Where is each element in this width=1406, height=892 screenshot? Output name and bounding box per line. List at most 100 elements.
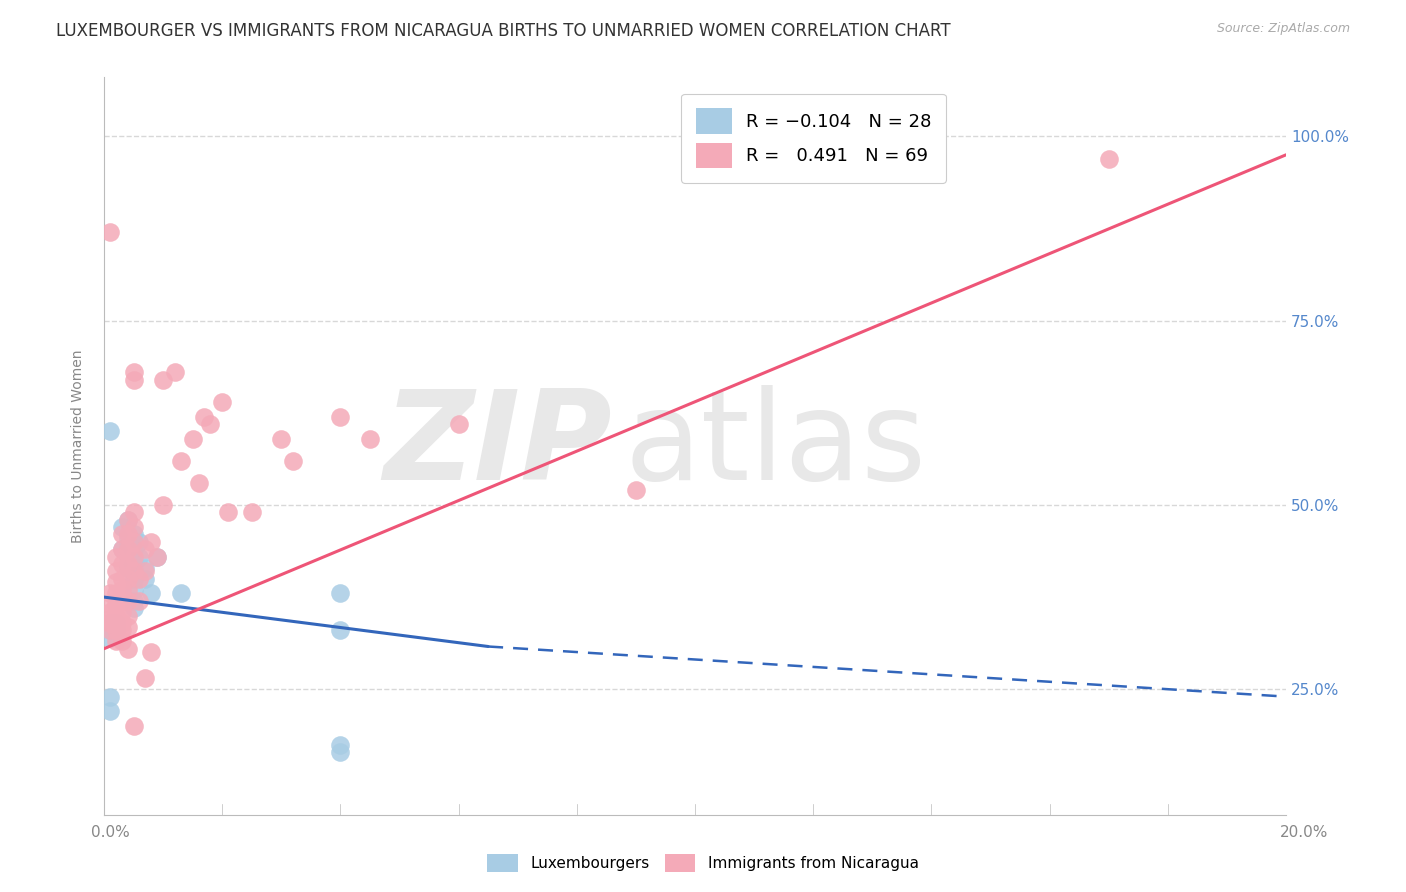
Point: [117, 531, 139, 545]
Point: [141, 534, 163, 549]
Point: [128, 572, 150, 586]
Text: 20.0%: 20.0%: [1281, 825, 1329, 840]
Point: [134, 560, 156, 574]
Point: [217, 505, 239, 519]
Point: [359, 432, 381, 446]
Point: [111, 542, 134, 557]
Text: LUXEMBOURGER VS IMMIGRANTS FROM NICARAGUA BIRTHS TO UNMARRIED WOMEN CORRELATION : LUXEMBOURGER VS IMMIGRANTS FROM NICARAGU…: [56, 22, 950, 40]
Point: [117, 513, 139, 527]
Point: [122, 564, 145, 578]
Point: [111, 605, 134, 619]
Point: [122, 719, 145, 733]
Point: [104, 634, 127, 648]
Point: [117, 513, 139, 527]
Point: [122, 542, 145, 557]
Point: [170, 454, 193, 468]
Point: [98, 586, 121, 600]
Point: [117, 641, 139, 656]
Point: [281, 454, 304, 468]
Legend: R = −0.104   N = 28, R =   0.491   N = 69: R = −0.104 N = 28, R = 0.491 N = 69: [681, 94, 946, 183]
Text: Source: ZipAtlas.com: Source: ZipAtlas.com: [1216, 22, 1350, 36]
Point: [193, 409, 215, 424]
Point: [447, 417, 470, 431]
Point: [111, 572, 134, 586]
Point: [122, 582, 145, 597]
Point: [122, 594, 145, 608]
Point: [104, 615, 127, 630]
Point: [111, 542, 134, 557]
Point: [111, 557, 134, 571]
Point: [122, 505, 145, 519]
Point: [117, 560, 139, 574]
Point: [329, 586, 352, 600]
Point: [98, 624, 121, 638]
Point: [152, 373, 174, 387]
Point: [163, 365, 186, 379]
Point: [329, 738, 352, 752]
Point: [170, 586, 193, 600]
Point: [181, 432, 204, 446]
Point: [117, 527, 139, 541]
Legend: Luxembourgers, Immigrants from Nicaragua: Luxembourgers, Immigrants from Nicaragua: [479, 846, 927, 880]
Point: [104, 624, 127, 638]
Point: [152, 498, 174, 512]
Point: [111, 594, 134, 608]
Point: [98, 631, 121, 645]
Point: [98, 615, 121, 630]
Point: [122, 520, 145, 534]
Point: [141, 586, 163, 600]
Point: [98, 704, 121, 718]
Point: [104, 575, 127, 590]
Point: [98, 605, 121, 619]
Point: [122, 534, 145, 549]
Point: [134, 564, 156, 578]
Point: [200, 417, 222, 431]
Point: [104, 608, 127, 623]
Point: [187, 475, 209, 490]
Point: [211, 394, 233, 409]
Text: atlas: atlas: [624, 385, 927, 507]
Point: [111, 615, 134, 630]
Point: [117, 572, 139, 586]
Point: [111, 520, 134, 534]
Point: [146, 549, 169, 564]
Point: [240, 505, 263, 519]
Point: [1098, 152, 1121, 166]
Point: [117, 608, 139, 623]
Point: [128, 594, 150, 608]
Text: 0.0%: 0.0%: [91, 825, 131, 840]
Y-axis label: Births to Unmarried Women: Births to Unmarried Women: [72, 350, 86, 542]
Point: [117, 619, 139, 633]
Point: [98, 424, 121, 438]
Point: [104, 624, 127, 638]
Point: [111, 634, 134, 648]
Point: [117, 549, 139, 564]
Point: [117, 542, 139, 557]
Point: [98, 690, 121, 704]
Point: [329, 409, 352, 424]
Point: [117, 539, 139, 553]
Point: [117, 557, 139, 571]
Point: [134, 671, 156, 685]
Point: [98, 612, 121, 626]
Point: [624, 483, 647, 498]
Point: [117, 594, 139, 608]
Point: [98, 624, 121, 638]
Point: [329, 745, 352, 759]
Point: [111, 624, 134, 638]
Point: [122, 557, 145, 571]
Point: [128, 549, 150, 564]
Point: [111, 582, 134, 597]
Point: [329, 624, 352, 638]
Point: [104, 598, 127, 612]
Point: [128, 534, 150, 549]
Point: [122, 572, 145, 586]
Point: [122, 564, 145, 578]
Point: [122, 365, 145, 379]
Point: [117, 582, 139, 597]
Point: [122, 549, 145, 564]
Point: [134, 542, 156, 557]
Point: [270, 432, 292, 446]
Point: [104, 549, 127, 564]
Point: [104, 564, 127, 578]
